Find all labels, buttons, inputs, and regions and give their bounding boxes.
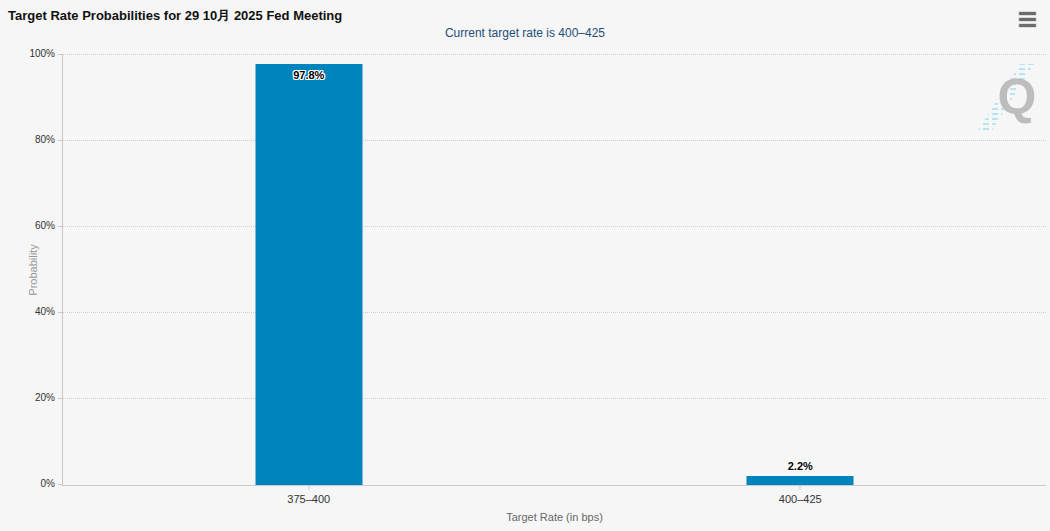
y-tick-mark xyxy=(58,226,63,227)
bar-value-label: 2.2% xyxy=(747,460,854,472)
chart-subtitle: Current target rate is 400–425 xyxy=(0,26,1050,40)
probability-bar[interactable]: 97.8% xyxy=(255,64,362,485)
chart-title: Target Rate Probabilities for 29 10月 202… xyxy=(8,7,342,25)
probability-bar[interactable]: 2.2% xyxy=(747,476,854,485)
y-axis-title: Probability xyxy=(27,244,39,295)
y-tick-label: 0% xyxy=(5,479,55,489)
y-tick-label: 100% xyxy=(5,49,55,59)
y-gridline xyxy=(63,398,1046,399)
x-category-label: 400–425 xyxy=(779,493,822,505)
x-category-label: 375–400 xyxy=(287,493,330,505)
hamburger-icon xyxy=(1019,18,1036,21)
y-tick-mark xyxy=(58,140,63,141)
y-tick-mark xyxy=(58,484,63,485)
y-tick-label: 80% xyxy=(5,135,55,145)
y-tick-label: 60% xyxy=(5,221,55,231)
y-gridline xyxy=(63,54,1046,55)
y-tick-mark xyxy=(58,312,63,313)
y-gridline xyxy=(63,140,1046,141)
x-tick-mark xyxy=(800,485,801,490)
y-tick-label: 40% xyxy=(5,307,55,317)
y-tick-label: 20% xyxy=(5,393,55,403)
fedwatch-chart: Target Rate Probabilities for 29 10月 202… xyxy=(0,0,1050,531)
chart-context-menu-button[interactable] xyxy=(1014,8,1040,30)
y-tick-mark xyxy=(58,54,63,55)
plot-area: Target Rate (in bps) 0%20%40%60%80%100%9… xyxy=(62,55,1046,486)
hamburger-icon xyxy=(1019,12,1036,15)
y-tick-mark xyxy=(58,398,63,399)
hamburger-icon xyxy=(1019,24,1036,27)
y-gridline xyxy=(63,312,1046,313)
y-gridline xyxy=(63,226,1046,227)
x-axis-title: Target Rate (in bps) xyxy=(506,511,603,523)
bar-value-label: 97.8% xyxy=(255,69,362,81)
x-tick-mark xyxy=(308,485,309,490)
